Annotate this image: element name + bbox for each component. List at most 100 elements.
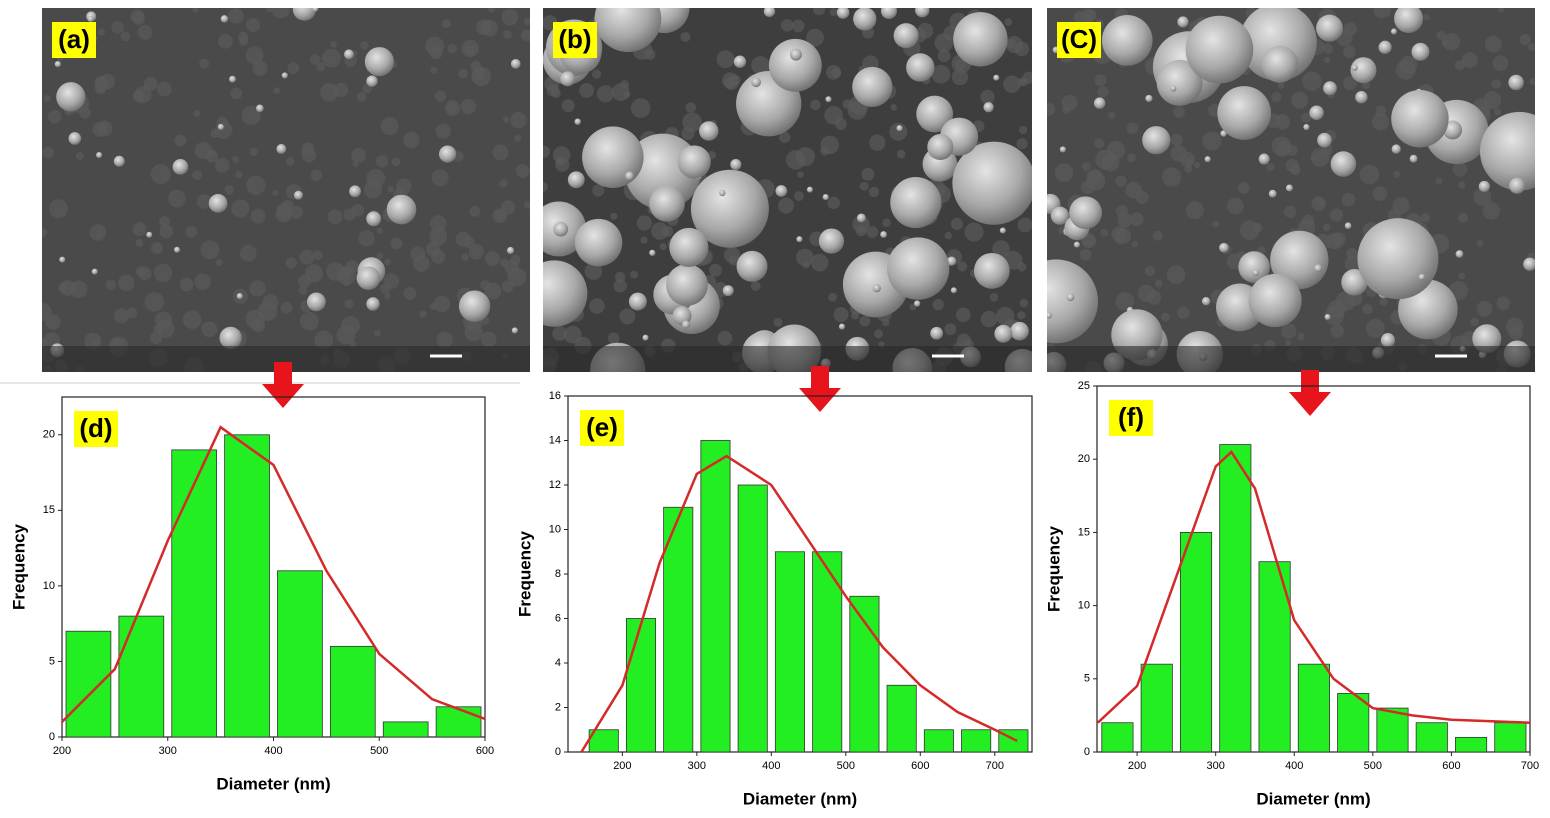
grain [514, 134, 522, 142]
grain [120, 31, 131, 42]
grain [1280, 323, 1297, 339]
grain [795, 147, 815, 167]
grain [610, 212, 618, 220]
particle [574, 118, 581, 125]
grain [272, 189, 279, 196]
particle [344, 49, 354, 60]
grain [246, 18, 261, 33]
grain [159, 216, 171, 228]
particle [1509, 177, 1526, 194]
grain [682, 112, 702, 133]
grain [829, 8, 838, 16]
y-tick-label: 16 [549, 390, 561, 402]
particle [916, 95, 954, 133]
grain [820, 146, 830, 156]
particle [822, 194, 829, 201]
grain [510, 111, 527, 129]
particle [719, 189, 726, 197]
grain [1458, 181, 1466, 189]
y-tick-label: 20 [1078, 453, 1090, 465]
x-tick-label: 600 [911, 760, 929, 772]
grain [1086, 168, 1103, 185]
grain [480, 331, 497, 348]
grain [1115, 175, 1127, 187]
particle [1050, 206, 1070, 225]
fit-curve [1096, 449, 1531, 724]
grain [523, 17, 530, 26]
grain [855, 225, 867, 237]
grain [193, 110, 201, 118]
particle [649, 186, 685, 222]
grain [896, 149, 906, 159]
particle [1285, 184, 1293, 192]
grain [680, 31, 691, 43]
grain [502, 116, 510, 123]
grain [356, 92, 367, 102]
bar [923, 729, 954, 753]
grain [989, 293, 999, 302]
particle [856, 213, 866, 223]
grain [1442, 32, 1461, 51]
grain [425, 36, 445, 56]
particle [1418, 273, 1426, 281]
grain [551, 88, 561, 98]
grain [290, 205, 304, 219]
grain [1144, 265, 1156, 277]
particle [1472, 324, 1502, 354]
grain [1115, 292, 1135, 311]
grain [685, 102, 697, 113]
grain [45, 314, 61, 330]
particle [113, 155, 125, 167]
bar [171, 449, 218, 738]
grain [619, 308, 636, 325]
grain [320, 82, 339, 102]
grain [351, 147, 366, 163]
y-tick-label: 15 [1078, 526, 1090, 538]
grain [1271, 92, 1282, 103]
grain [779, 131, 791, 143]
grain [1018, 125, 1028, 135]
grain [334, 82, 349, 97]
particle [543, 260, 588, 327]
histogram-chart: 200 300 400 500 600 0 5 10 15 20 (d) Diameter (nm) F… [9, 396, 494, 793]
particle [1093, 97, 1106, 109]
grain [750, 280, 761, 291]
grain [1100, 228, 1109, 237]
grain [831, 68, 842, 78]
particle [1508, 74, 1524, 91]
grain [429, 215, 447, 232]
x-tick-label: 400 [264, 745, 282, 757]
grain [890, 104, 898, 111]
grain [1291, 91, 1309, 109]
particle [806, 186, 813, 193]
grain [620, 80, 630, 89]
grain [931, 64, 951, 84]
bar [1297, 663, 1330, 753]
grain [1454, 60, 1465, 71]
particle [733, 55, 747, 68]
grain [207, 149, 216, 157]
grain [980, 310, 998, 328]
grain [201, 321, 218, 338]
grain [992, 240, 1010, 258]
grain [1266, 163, 1275, 172]
grain [387, 186, 394, 193]
grain [1017, 311, 1026, 320]
grain [1329, 208, 1344, 222]
grain [810, 99, 821, 111]
grain [584, 262, 603, 280]
grain [330, 41, 337, 48]
grain [980, 89, 995, 105]
particle [1316, 14, 1343, 42]
grain [430, 66, 438, 74]
grain [1527, 43, 1535, 52]
particle [880, 231, 887, 238]
sem-image: (a) [42, 8, 530, 372]
grain [937, 49, 951, 63]
grain [1372, 186, 1388, 202]
grain [561, 99, 575, 113]
grain [179, 277, 194, 292]
grain [375, 155, 389, 168]
grain [716, 50, 735, 69]
particle [366, 75, 378, 87]
